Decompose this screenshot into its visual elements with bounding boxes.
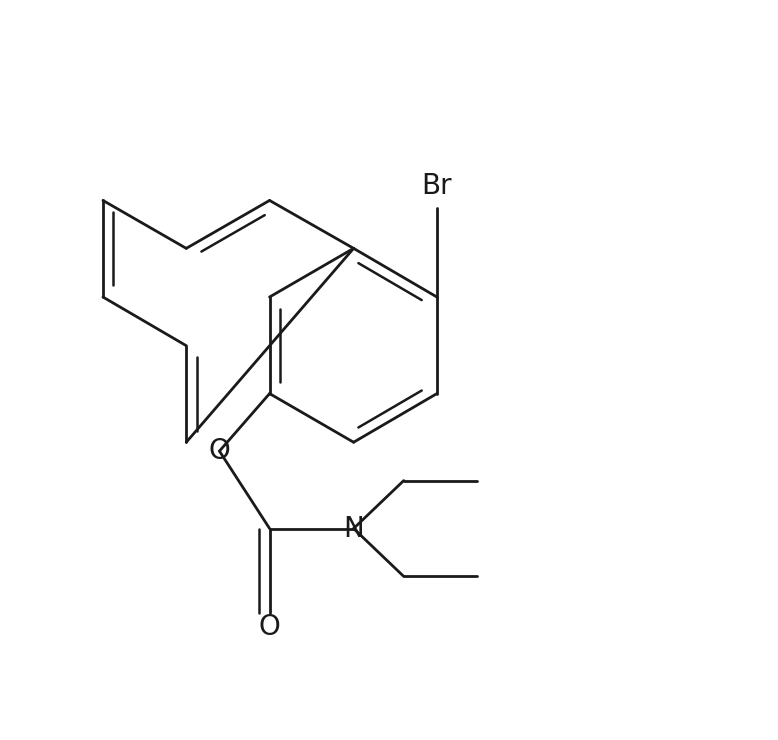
Text: N: N	[343, 514, 364, 542]
Text: O: O	[209, 437, 230, 465]
Text: Br: Br	[422, 172, 452, 201]
Text: O: O	[259, 613, 280, 642]
